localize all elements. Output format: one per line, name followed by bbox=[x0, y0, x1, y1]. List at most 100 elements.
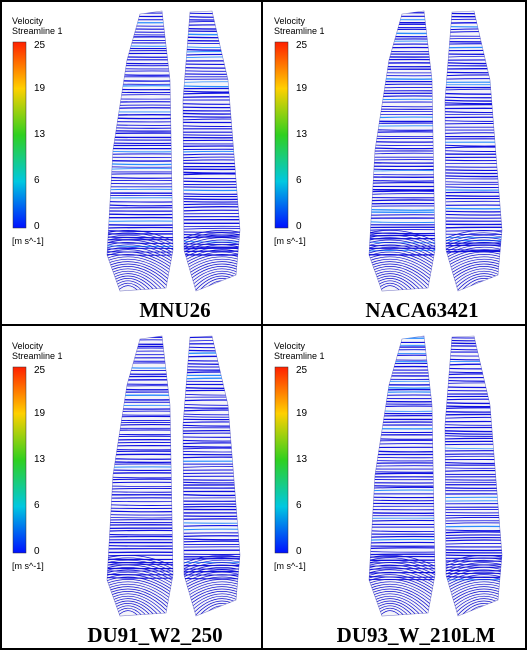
streamline bbox=[107, 576, 173, 616]
streamlines bbox=[107, 12, 173, 291]
streamline bbox=[107, 579, 173, 616]
colorbar-unit: [m s^-1] bbox=[274, 236, 306, 246]
colorbar-unit: [m s^-1] bbox=[12, 236, 44, 246]
streamline bbox=[107, 173, 173, 175]
streamline bbox=[183, 256, 240, 291]
streamline bbox=[369, 561, 435, 564]
streamline bbox=[183, 235, 240, 291]
streamline bbox=[107, 256, 173, 291]
streamline bbox=[369, 535, 435, 538]
streamline bbox=[369, 208, 435, 211]
streamline bbox=[107, 555, 173, 616]
streamline bbox=[445, 194, 502, 197]
streamline bbox=[183, 581, 240, 616]
colorbar bbox=[274, 41, 289, 229]
streamline bbox=[369, 254, 435, 291]
streamline bbox=[183, 251, 240, 291]
streamline bbox=[183, 209, 240, 212]
streamline bbox=[369, 569, 435, 616]
streamline bbox=[455, 600, 502, 616]
streamline bbox=[107, 529, 173, 532]
streamline bbox=[107, 268, 169, 291]
streamline bbox=[369, 268, 431, 291]
streamline bbox=[369, 235, 435, 291]
streamline bbox=[107, 591, 173, 616]
streamline bbox=[445, 232, 502, 291]
streamline bbox=[369, 230, 435, 291]
streamline bbox=[445, 563, 502, 566]
streamline bbox=[107, 572, 173, 616]
streamline bbox=[107, 273, 161, 291]
airfoil-label: DU93_W_210LM bbox=[337, 623, 496, 647]
streamline bbox=[445, 555, 502, 616]
streamline bbox=[107, 244, 173, 291]
streamline bbox=[107, 249, 173, 291]
streamline bbox=[107, 519, 173, 521]
streamline bbox=[107, 600, 157, 616]
streamline bbox=[445, 579, 502, 616]
streamline bbox=[445, 549, 502, 552]
colorbar-tick-label: 0 bbox=[296, 221, 302, 232]
streamline bbox=[369, 574, 435, 616]
streamline bbox=[369, 193, 435, 195]
legend-title: Velocity bbox=[274, 16, 306, 26]
streamline bbox=[369, 251, 435, 291]
streamline bbox=[107, 232, 173, 291]
streamline bbox=[445, 574, 502, 616]
streamline bbox=[107, 159, 173, 162]
streamline bbox=[107, 581, 173, 616]
streamline bbox=[107, 245, 173, 248]
streamline bbox=[107, 251, 173, 291]
streamline bbox=[445, 562, 502, 616]
streamline bbox=[445, 237, 502, 291]
streamline bbox=[107, 588, 173, 616]
streamline bbox=[183, 203, 240, 206]
streamline bbox=[183, 249, 240, 291]
streamline bbox=[107, 478, 173, 481]
colorbar-tick-label: 6 bbox=[34, 175, 40, 186]
streamline bbox=[107, 562, 173, 616]
streamline bbox=[369, 560, 435, 616]
streamline bbox=[369, 598, 423, 616]
streamline bbox=[183, 567, 240, 616]
colorbar-unit: [m s^-1] bbox=[12, 561, 44, 571]
streamline bbox=[107, 544, 173, 547]
streamline bbox=[183, 574, 240, 616]
streamline bbox=[183, 239, 240, 291]
streamline bbox=[445, 175, 502, 178]
streamline bbox=[445, 177, 502, 180]
streamline bbox=[183, 586, 240, 616]
streamline bbox=[445, 543, 502, 545]
streamline bbox=[369, 275, 419, 291]
colorbar-unit: [m s^-1] bbox=[274, 561, 306, 571]
streamline bbox=[369, 541, 435, 544]
streamline bbox=[107, 153, 173, 155]
streamline bbox=[369, 530, 435, 533]
streamline bbox=[369, 572, 435, 616]
streamline bbox=[183, 173, 240, 176]
streamline bbox=[445, 560, 502, 616]
streamline bbox=[107, 574, 173, 616]
streamline bbox=[183, 579, 240, 616]
streamline bbox=[183, 247, 240, 250]
colorbar-tick-label: 19 bbox=[34, 83, 46, 94]
streamline bbox=[183, 230, 240, 291]
streamline bbox=[445, 210, 502, 213]
colorbar-tick-label: 25 bbox=[34, 365, 46, 376]
streamline bbox=[445, 557, 502, 616]
streamline bbox=[369, 161, 435, 164]
streamline bbox=[107, 564, 173, 616]
streamline bbox=[445, 213, 502, 216]
streamline bbox=[445, 247, 502, 291]
streamline bbox=[183, 560, 240, 616]
streamline bbox=[107, 481, 173, 484]
streamline bbox=[107, 237, 173, 291]
streamline bbox=[183, 261, 240, 291]
legend-subtitle: Streamline 1 bbox=[12, 351, 63, 361]
streamline bbox=[369, 564, 435, 616]
streamline bbox=[451, 273, 502, 291]
streamline bbox=[369, 249, 435, 291]
streamline bbox=[183, 206, 240, 209]
streamline bbox=[445, 242, 502, 291]
